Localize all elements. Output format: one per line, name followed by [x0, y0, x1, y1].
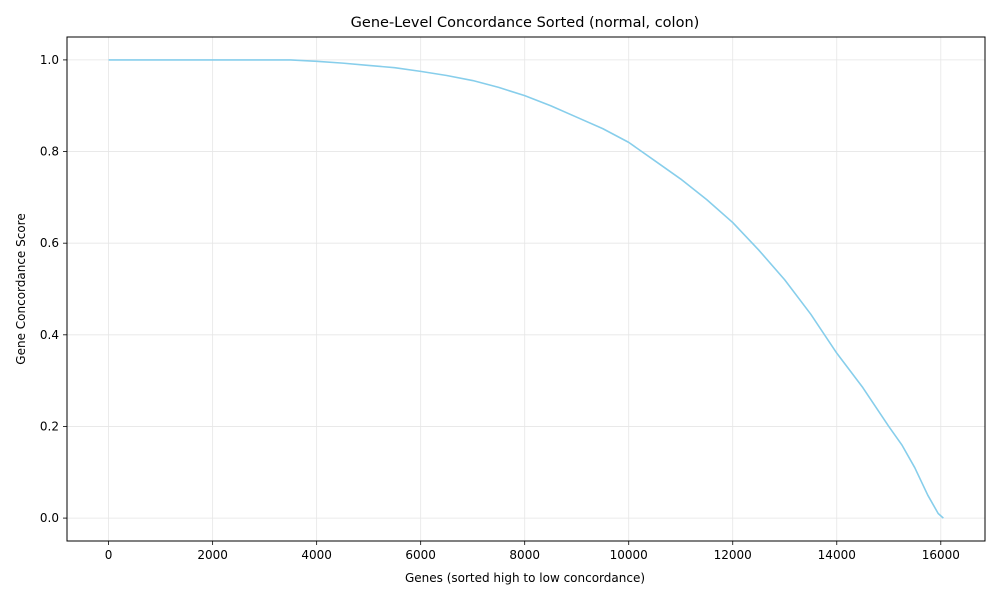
concordance-line: [108, 59, 944, 519]
y-ticks: 0.0 0.2 0.4 0.6 0.8 1.0: [40, 53, 67, 525]
y-axis-label: Gene Concordance Score: [14, 213, 28, 364]
y-tick-label: 0.4: [40, 328, 59, 342]
x-tick-label: 4000: [301, 548, 332, 562]
y-tick-label: 0.0: [40, 511, 59, 525]
grid: [67, 37, 985, 541]
x-ticks: 0 2000 4000 6000 8000 10000 12000 14000 16000: [105, 541, 960, 562]
axes-frame: [66, 36, 986, 542]
chart-title: Gene-Level Concordance Sorted (normal, c…: [351, 15, 700, 31]
plot-line-group: [108, 59, 944, 519]
x-tick-label: 2000: [197, 548, 228, 562]
x-tick-label: 16000: [922, 548, 960, 562]
x-tick-label: 10000: [610, 548, 648, 562]
y-tick-label: 0.2: [40, 419, 59, 433]
x-tick-label: 6000: [405, 548, 436, 562]
x-tick-label: 12000: [714, 548, 752, 562]
y-tick-label: 0.6: [40, 236, 59, 250]
x-tick-label: 8000: [509, 548, 540, 562]
x-tick-label: 0: [105, 548, 113, 562]
x-tick-label: 14000: [818, 548, 856, 562]
y-tick-label: 0.8: [40, 145, 59, 159]
x-axis-label: Genes (sorted high to low concordance): [405, 571, 645, 585]
y-tick-label: 1.0: [40, 53, 59, 67]
